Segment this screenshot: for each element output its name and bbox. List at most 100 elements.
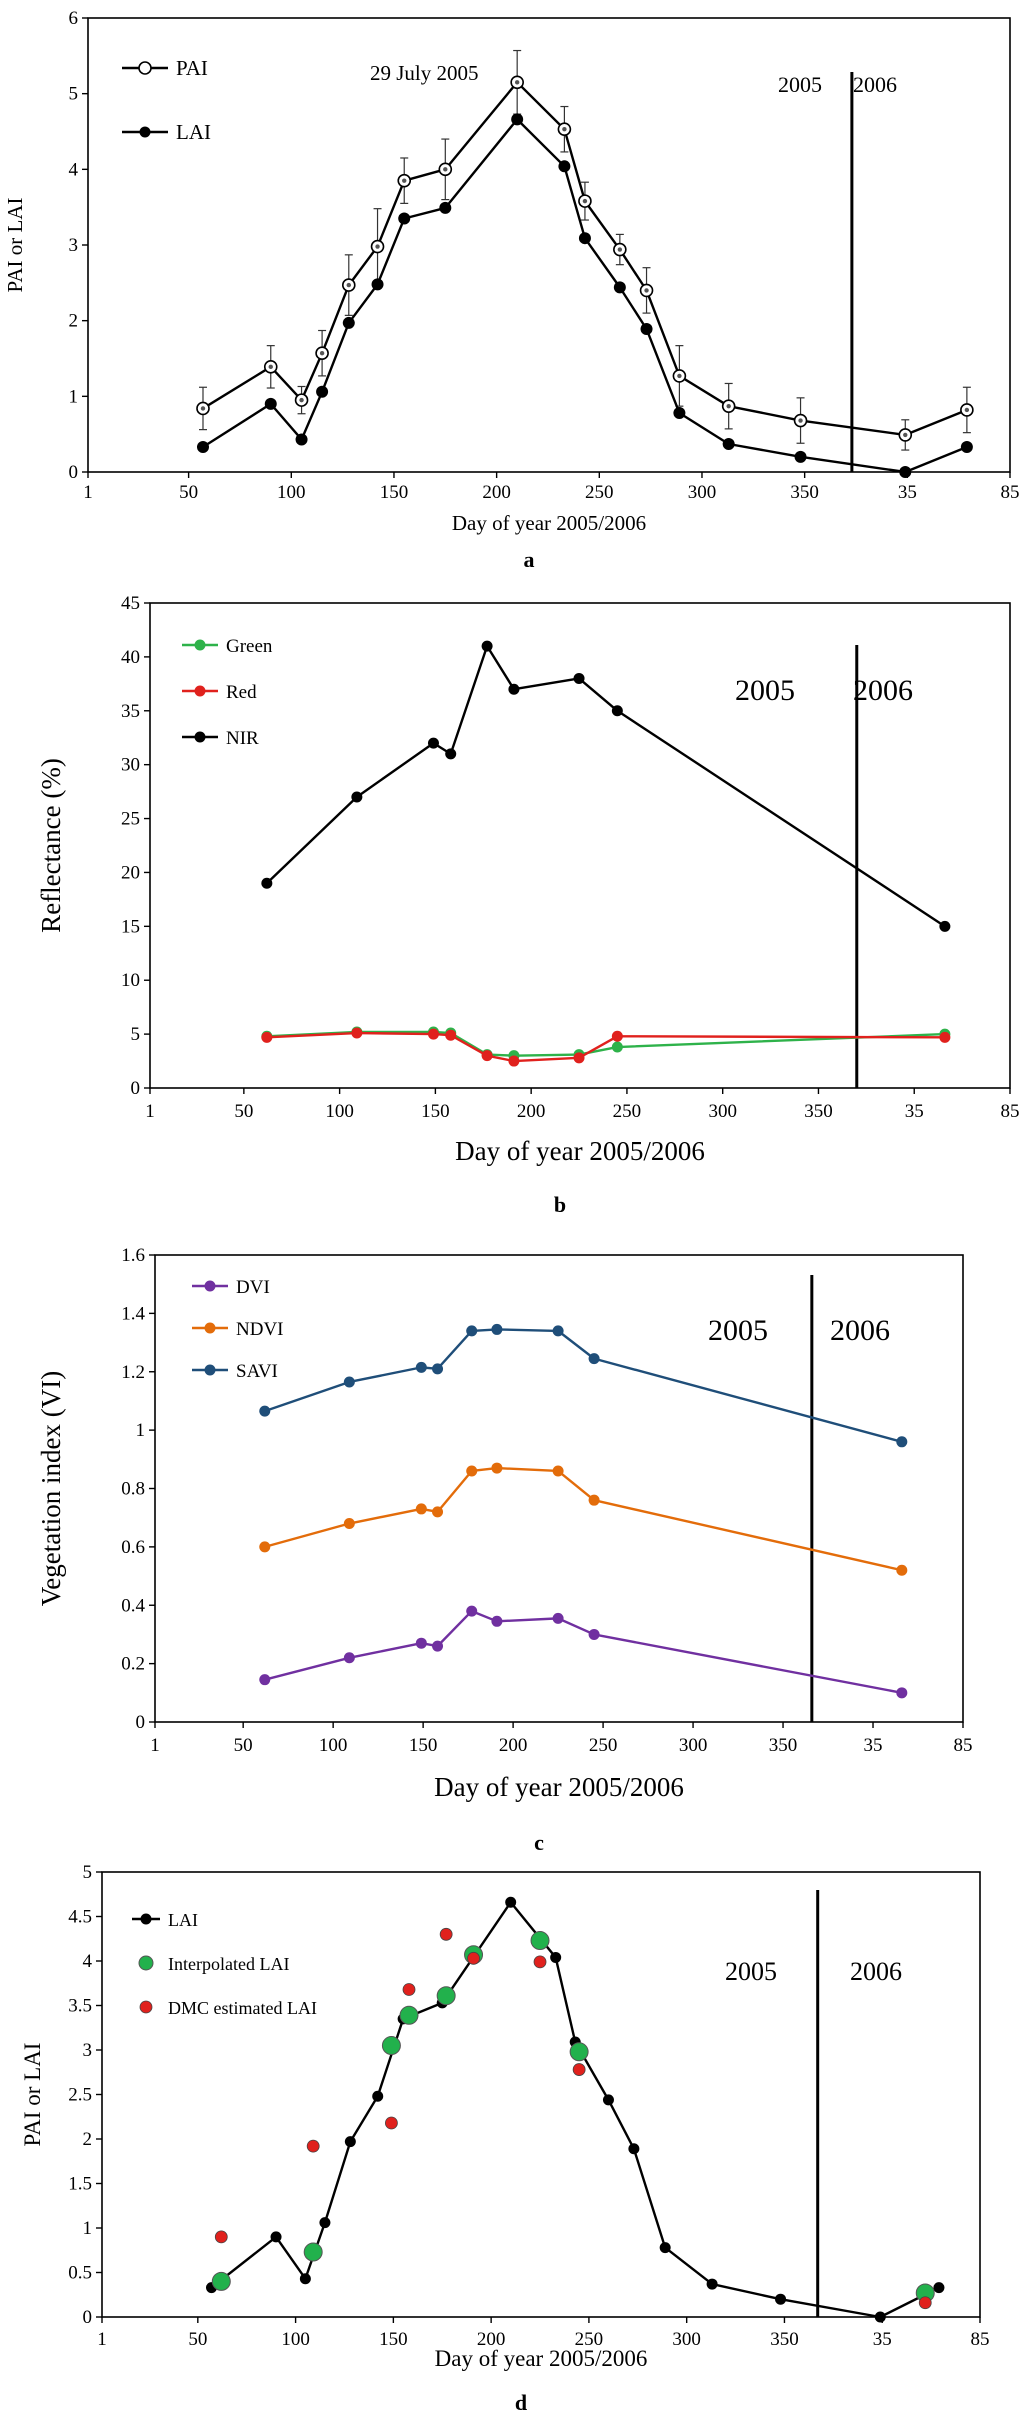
series-line-lai: [210, 1901, 940, 2319]
data-point-lai: [558, 160, 571, 173]
data-point-red: [351, 1027, 363, 1039]
y-tick-label: 6: [69, 8, 79, 29]
data-point-lai: [439, 201, 452, 214]
x-tick-label: 1: [145, 1101, 155, 1122]
y-tick-label: 3: [83, 2040, 93, 2061]
y-tick-label: 0.5: [68, 2263, 92, 2284]
data-point-center-pai: [319, 351, 325, 356]
y-tick-label: 1: [83, 2218, 93, 2239]
panel-letter: c: [534, 1830, 544, 1855]
data-point-center-pai: [677, 373, 682, 379]
legend-label-nir: NIR: [226, 728, 259, 749]
y-tick-label: 2: [83, 2129, 93, 2150]
data-point-lai: [775, 2293, 787, 2305]
x-tick-label: 50: [179, 482, 198, 503]
data-point-ndvi: [415, 1503, 427, 1515]
year-label-2005: 2005: [778, 72, 822, 97]
y-tick-label: 0.2: [121, 1654, 145, 1675]
panel-letter: b: [554, 1192, 566, 1217]
data-point-dmc-estimated-lai: [918, 2296, 932, 2310]
x-axis-label: Day of year 2005/2006: [452, 511, 646, 535]
data-point-lai: [295, 433, 308, 446]
data-point-lai: [960, 441, 973, 454]
data-point-dvi: [259, 1674, 271, 1686]
data-point-center-pai: [644, 288, 649, 293]
y-tick-label: 35: [121, 701, 140, 722]
series-line-dvi: [264, 1609, 903, 1694]
x-tick-label: 300: [679, 1735, 708, 1756]
data-point-nir: [573, 672, 585, 684]
panel-c: 00.20.40.60.811.21.41.61 50 100 150 200 250 30…: [36, 1245, 973, 1855]
x-tick-label: 50: [188, 2329, 207, 2350]
x-tick-label: 200: [477, 2329, 506, 2350]
legend-marker-red: [194, 685, 206, 697]
x-tick-label: 200: [499, 1735, 528, 1756]
legend-label-red: Red: [226, 682, 257, 703]
x-tick-label: 250: [575, 2329, 604, 2350]
data-point-lai: [342, 316, 355, 329]
y-tick-label: 15: [121, 916, 140, 937]
y-tick-label: 5: [69, 84, 79, 105]
data-point-lai: [933, 2282, 945, 2294]
x-tick-label: 250: [585, 482, 614, 503]
legend-label-savi: SAVI: [236, 1361, 278, 1382]
x-tick-label: 200: [517, 1101, 546, 1122]
year-label-2005: 2005: [725, 1957, 777, 1986]
y-tick-label: 30: [121, 755, 140, 776]
year-label-2005: 2005: [708, 1314, 768, 1347]
data-point-center-pai: [514, 80, 520, 85]
data-point-lai: [264, 397, 277, 410]
x-axis-label: Day of year 2005/2006: [435, 2346, 648, 2371]
data-point-center-pai: [299, 397, 304, 403]
x-tick-label: 300: [672, 2329, 701, 2350]
legend-marker-ndvi: [204, 1322, 216, 1334]
y-axis-label: Reflectance (%): [36, 758, 66, 933]
x-tick-label: 200: [482, 482, 511, 503]
panel-letter: d: [515, 2390, 527, 2415]
y-tick-label: 4: [69, 159, 79, 180]
legend-label-lai: LAI: [176, 120, 211, 144]
data-point-dmc-estimated-lai: [306, 2139, 320, 2153]
data-point-interpolated-lai: [569, 2042, 589, 2062]
data-point-interpolated-lai: [530, 1931, 550, 1951]
data-point-lai: [196, 441, 209, 454]
data-point-lai: [319, 2217, 331, 2229]
legend-marker-dvi: [204, 1280, 216, 1292]
x-tick-label: 350: [769, 1735, 798, 1756]
year-label-2006: 2006: [830, 1314, 890, 1347]
y-tick-label: 2.5: [68, 2085, 92, 2106]
data-point-dmc-estimated-lai: [533, 1955, 547, 1969]
data-point-center-pai: [903, 432, 908, 438]
x-tick-label: 1: [150, 1735, 160, 1756]
data-point-ndvi: [432, 1506, 444, 1518]
data-point-nir: [508, 683, 520, 695]
data-point-red: [939, 1031, 951, 1043]
data-point-dmc-estimated-lai: [439, 1927, 453, 1941]
data-point-center-pai: [617, 247, 623, 252]
data-point-dmc-estimated-lai: [402, 1983, 416, 1996]
y-tick-label: 0: [136, 1712, 146, 1733]
y-tick-label: 4: [83, 1951, 93, 1972]
x-tick-label: 350: [790, 482, 819, 503]
legend-label-green: Green: [226, 636, 273, 657]
x-tick-label: 50: [234, 1735, 253, 1756]
y-tick-label: 1.6: [121, 1245, 145, 1266]
data-point-center-pai: [268, 364, 273, 370]
data-point-nir: [939, 920, 951, 932]
legend-label-pai: PAI: [176, 56, 208, 80]
data-point-center-pai: [443, 167, 448, 172]
y-tick-label: 25: [121, 809, 140, 830]
y-tick-label: 1.5: [68, 2174, 92, 2195]
data-point-dmc-estimated-lai: [214, 2230, 228, 2244]
panel-d: 00.511.522.533.544.551 50 100 150 200 250 300 3…: [20, 1862, 990, 2415]
y-tick-label: 20: [121, 862, 140, 883]
data-point-lai: [899, 466, 912, 478]
data-point-savi: [896, 1436, 908, 1448]
y-tick-label: 0: [69, 462, 79, 483]
x-tick-label: 150: [379, 2329, 408, 2350]
data-point-interpolated-lai: [211, 2271, 231, 2291]
data-point-lai: [550, 1951, 562, 1963]
data-point-red: [445, 1029, 457, 1041]
data-point-nir: [611, 705, 623, 717]
